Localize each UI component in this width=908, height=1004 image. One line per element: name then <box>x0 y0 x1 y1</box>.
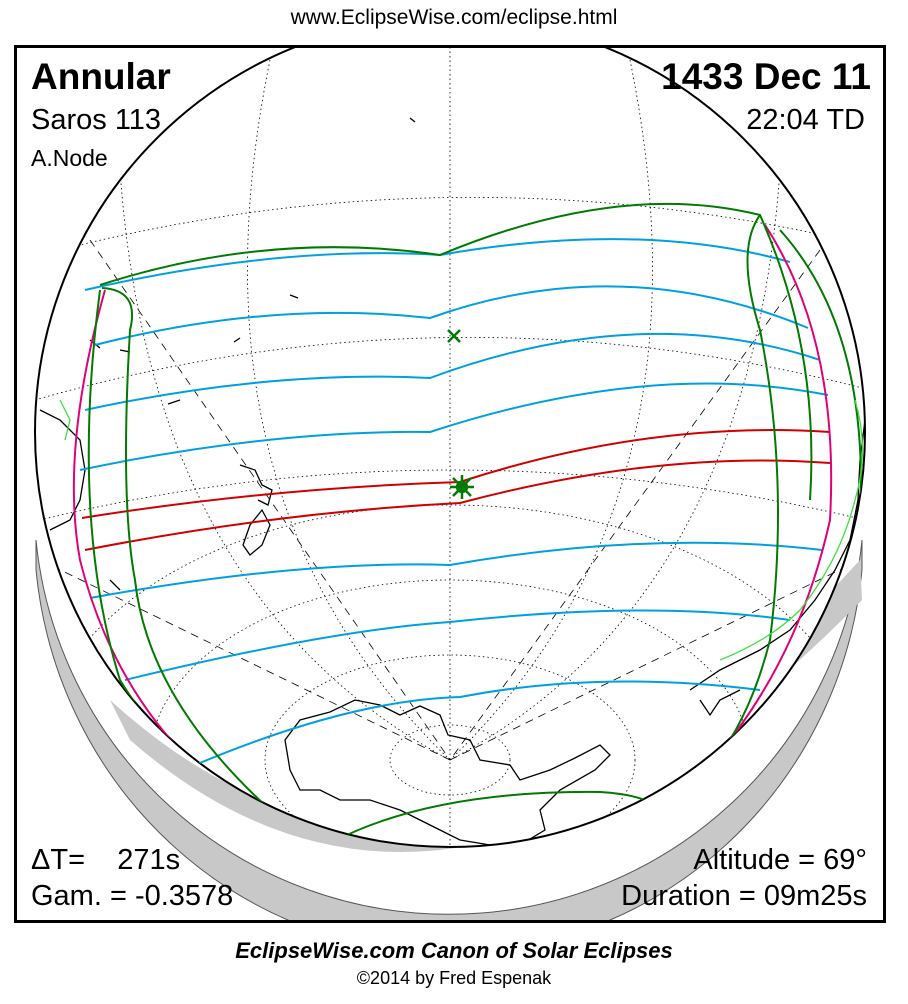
subsolar-x-marker <box>447 329 461 343</box>
antarctica-coast <box>284 699 611 846</box>
eclipse-time: 22:04 TD <box>746 104 865 136</box>
eclipse-map-frame: Annular Saros 113 A.Node 1433 Dec 11 22:… <box>14 45 886 923</box>
nz-south-coast <box>242 508 271 556</box>
sun-altitude: Altitude = 69° <box>693 844 867 876</box>
globe-outline <box>34 48 866 848</box>
gamma: Gam. = -0.3578 <box>31 880 234 912</box>
footer-title: EclipseWise.com Canon of Solar Eclipses <box>235 938 673 963</box>
node-label: A.Node <box>31 145 108 171</box>
saros-number: Saros 113 <box>31 104 162 136</box>
central-duration: Duration = 09m25s <box>621 880 867 912</box>
south-america-coast <box>689 419 865 717</box>
island-cluster-2 <box>109 117 416 591</box>
delta-t: ΔT= 271s <box>31 844 181 876</box>
eclipse-map <box>34 48 866 920</box>
header-url: www.EclipseWise.com/eclipse.html <box>290 6 618 29</box>
footer-copyright: ©2014 by Fred Espenak <box>356 968 552 988</box>
eclipse-date: 1433 Dec 11 <box>661 56 871 97</box>
australia-coast <box>39 409 86 531</box>
night-shadow <box>35 539 863 920</box>
greatest-eclipse-star <box>450 475 474 499</box>
eclipse-type: Annular <box>31 56 171 97</box>
nz-north-coast <box>239 464 273 506</box>
